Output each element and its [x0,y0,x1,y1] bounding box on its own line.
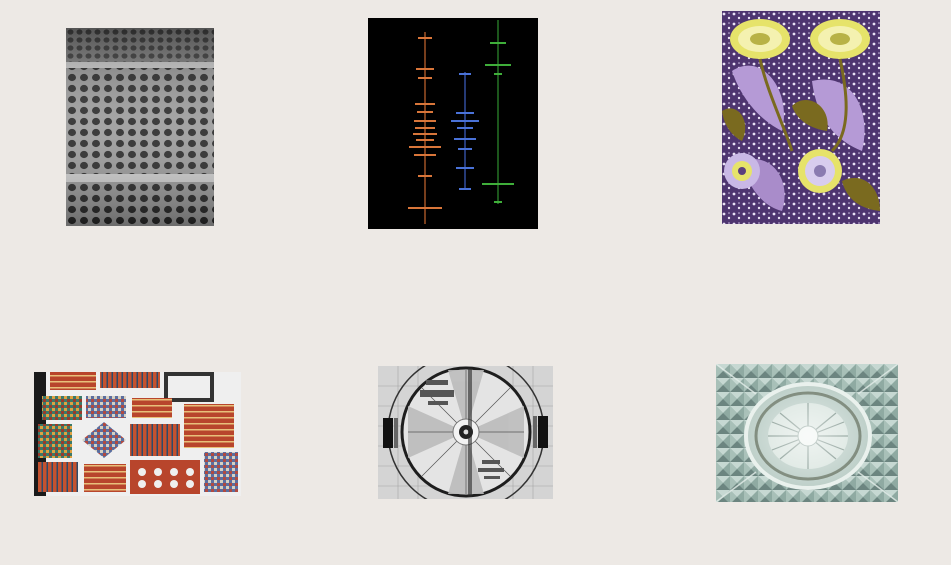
woven-textiles-thumbnail[interactable] [34,372,241,496]
perforated-metal-image [66,28,214,226]
cut-glass-image [716,364,898,502]
perforated-metal-thumbnail[interactable] [66,28,214,226]
floral-pattern-image [722,11,880,224]
test-pattern-thumbnail[interactable] [378,366,553,499]
spectral-lines-image [368,18,538,229]
floral-pattern-thumbnail[interactable] [722,11,880,224]
spectral-lines-thumbnail[interactable] [368,18,538,229]
cut-glass-thumbnail[interactable] [716,364,898,502]
woven-textiles-image [34,372,241,496]
test-pattern-image [378,366,553,499]
